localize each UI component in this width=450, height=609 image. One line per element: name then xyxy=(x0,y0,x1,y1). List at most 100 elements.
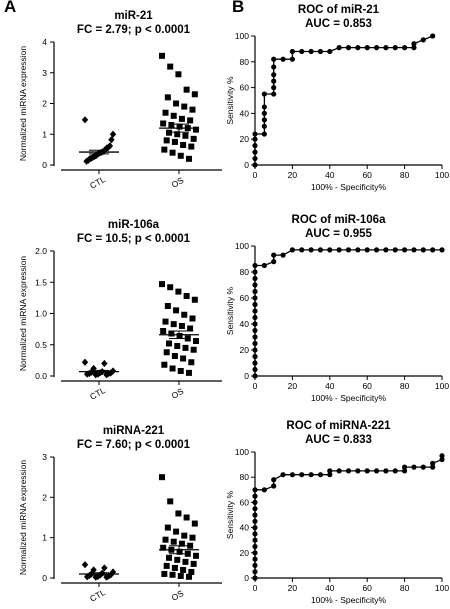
roc-point xyxy=(252,334,258,340)
roc-point xyxy=(430,464,436,470)
roc-chart-3: ROC of miR-106a AUC = 0.955 0 20 40 60 80 100 0 2… xyxy=(225,214,449,403)
roc-point xyxy=(252,269,258,275)
roc-point xyxy=(289,247,295,253)
x-tick-label: 100 xyxy=(435,583,449,593)
y-tick-label: 40 xyxy=(240,319,250,329)
data-point xyxy=(185,573,192,580)
data-point xyxy=(103,573,110,581)
roc-point xyxy=(261,123,267,129)
data-point xyxy=(187,325,194,332)
data-point xyxy=(188,359,195,366)
data-point xyxy=(83,157,90,165)
data-point xyxy=(167,284,174,291)
data-point xyxy=(181,532,188,539)
roc-point xyxy=(261,487,267,493)
data-point xyxy=(177,152,184,159)
roc-point xyxy=(252,493,258,499)
roc-point xyxy=(327,472,333,478)
data-point xyxy=(174,131,181,138)
data-point xyxy=(108,136,115,144)
data-point xyxy=(162,318,169,325)
roc-point xyxy=(299,472,305,478)
roc-point xyxy=(252,360,258,366)
x-tick-label: OS xyxy=(170,386,186,401)
data-point xyxy=(168,330,175,337)
data-point xyxy=(166,554,173,561)
data-point xyxy=(169,365,176,372)
roc-point xyxy=(373,45,380,51)
x-tick-label: 60 xyxy=(362,381,372,391)
data-point xyxy=(175,510,182,517)
x-tick-label: 80 xyxy=(400,381,410,391)
roc-point xyxy=(336,247,342,253)
data-point xyxy=(101,564,108,572)
data-point xyxy=(188,568,195,575)
data-point xyxy=(175,71,182,78)
y-tick-label: 20 xyxy=(240,345,250,355)
roc-point xyxy=(430,33,436,39)
data-point xyxy=(161,570,168,577)
y-tick-label: 3 xyxy=(42,452,47,462)
chart-title: miR-106a xyxy=(108,219,160,231)
y-axis-label: Sensitivity % xyxy=(225,286,235,335)
data-point xyxy=(189,106,196,113)
data-point xyxy=(187,117,194,124)
roc-point xyxy=(252,136,258,142)
data-point xyxy=(81,561,89,569)
roc-point xyxy=(252,518,258,524)
roc-point xyxy=(271,252,277,258)
roc-point xyxy=(411,45,417,51)
y-tick-label: 3 xyxy=(42,68,47,78)
data-point xyxy=(162,109,169,116)
data-point xyxy=(187,542,194,549)
data-point xyxy=(170,321,177,328)
roc-point xyxy=(420,464,426,470)
roc-point xyxy=(280,472,286,478)
data-point xyxy=(173,307,180,314)
x-tick-label: CTL xyxy=(88,587,107,604)
data-point xyxy=(170,538,177,545)
roc-curve xyxy=(254,249,442,376)
roc-point xyxy=(252,543,258,550)
roc-point xyxy=(252,556,258,562)
data-point xyxy=(167,498,174,505)
data-point xyxy=(191,520,198,527)
scatter-chart-0: miR-21 FC = 2.79; p < 0.0001 0 1 2 3 4 Normaliz… xyxy=(18,10,222,191)
data-point xyxy=(171,564,178,571)
roc-point xyxy=(392,468,398,474)
chart-title: ROC of miRNA-221 xyxy=(286,420,391,432)
scatter-chart-4: miRNA-221 FC = 7.60; p < 0.0001 0 1 2 3 Normal… xyxy=(18,425,222,604)
panel-label-b: B xyxy=(232,0,245,16)
data-point xyxy=(178,115,185,122)
roc-point xyxy=(430,460,436,466)
data-point xyxy=(180,142,187,149)
roc-point xyxy=(252,308,258,314)
data-point xyxy=(176,123,183,130)
roc-point xyxy=(252,327,258,334)
roc-point xyxy=(308,247,314,253)
roc-point xyxy=(355,247,361,253)
roc-point xyxy=(252,149,258,155)
roc-point xyxy=(289,472,295,478)
data-point xyxy=(189,534,196,541)
x-tick-label: 20 xyxy=(288,381,298,391)
roc-point xyxy=(252,506,258,512)
roc-point xyxy=(252,525,258,531)
roc-point xyxy=(252,373,258,379)
roc-chart-1: ROC of miR-21 AUC = 0.853 0 20 40 60 80 100 0 20 4… xyxy=(225,4,449,192)
data-point xyxy=(193,126,199,133)
data-point xyxy=(183,514,190,521)
y-tick-label: 60 xyxy=(240,83,250,93)
roc-point xyxy=(252,499,258,505)
roc-point xyxy=(345,468,352,474)
data-point xyxy=(193,338,199,344)
chart-title: ROC of miR-21 xyxy=(298,4,380,16)
roc-point xyxy=(345,45,352,51)
data-point xyxy=(176,333,183,339)
y-tick-label: 0.5 xyxy=(35,340,47,350)
roc-point xyxy=(252,295,258,301)
roc-point xyxy=(411,247,417,253)
data-point xyxy=(167,63,174,70)
roc-point xyxy=(420,37,426,43)
